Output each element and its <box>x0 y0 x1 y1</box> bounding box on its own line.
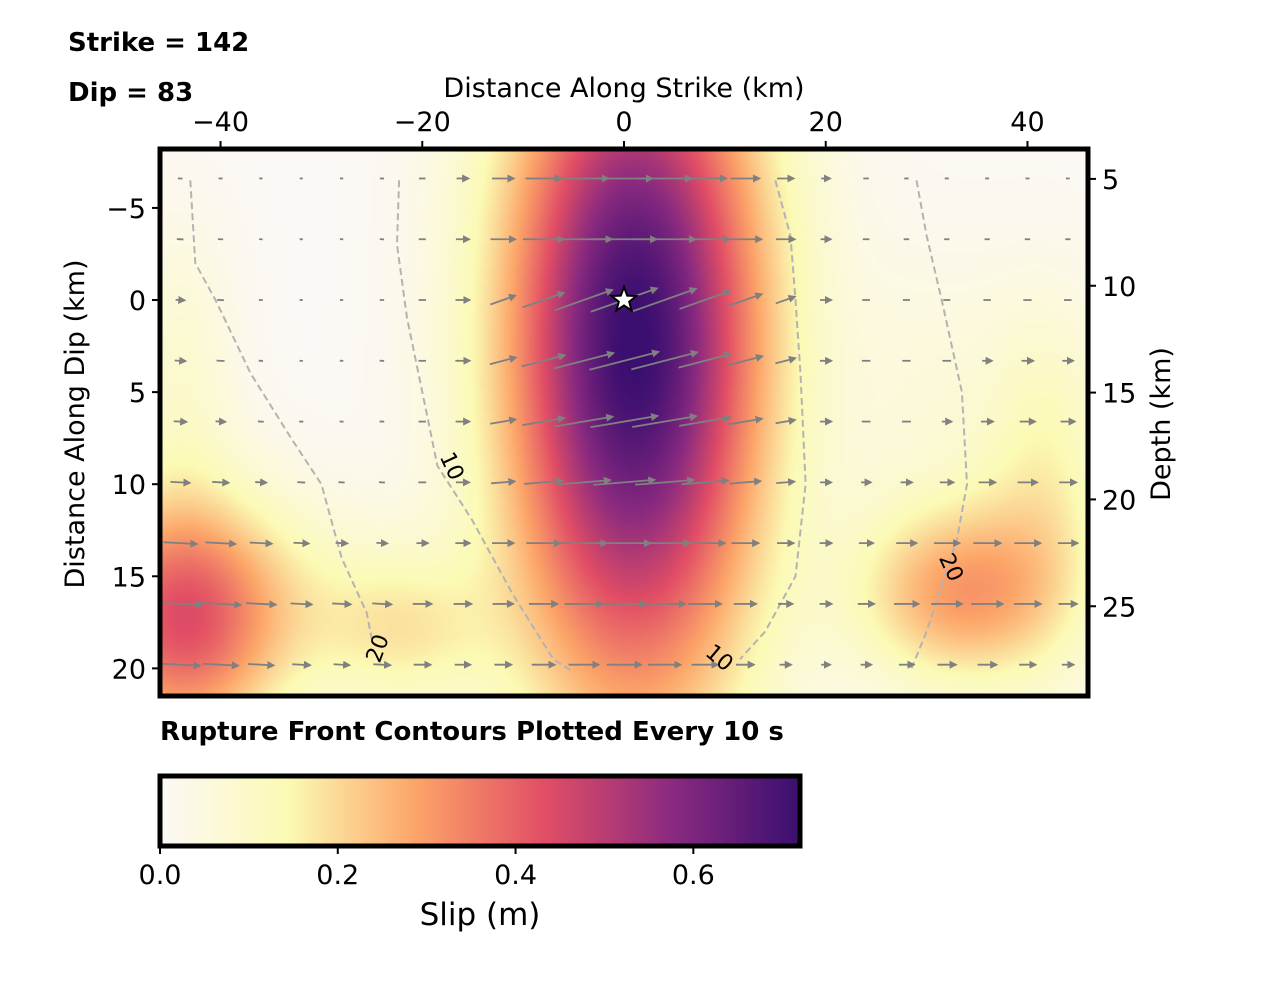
colorbar-tick-label: 0.2 <box>316 860 359 891</box>
rake-arrow <box>336 543 348 544</box>
depth-tick-label: 20 <box>1102 485 1136 516</box>
colorbar: 0.0 0.2 0.4 0.6 Slip (m) <box>139 776 800 933</box>
y-tick-label: 0 <box>129 286 146 317</box>
x-tick-label: 40 <box>1010 107 1044 138</box>
rake-arrow <box>250 543 272 544</box>
rake-arrow <box>175 361 186 362</box>
x-axis-ticks: −40 −20 0 20 40 <box>192 107 1045 149</box>
depth-tick-label: 10 <box>1102 272 1136 303</box>
rake-arrow <box>292 664 310 665</box>
depth-axis-title: Depth (km) <box>1146 347 1177 501</box>
x-tick-label: 0 <box>615 107 632 138</box>
x-tick-label: 20 <box>809 107 843 138</box>
rake-arrow <box>212 482 229 483</box>
rake-arrow <box>294 543 309 544</box>
y-axis-ticks: −5 0 5 10 15 20 <box>106 194 160 685</box>
x-tick-label: −20 <box>394 107 451 138</box>
rake-arrow <box>174 421 187 422</box>
x-tick-label: −40 <box>192 107 249 138</box>
depth-tick-label: 5 <box>1102 165 1119 196</box>
colorbar-ticks: 0.0 0.2 0.4 0.6 <box>139 846 715 891</box>
strike-annotation: Strike = 142 <box>68 28 249 58</box>
rake-arrow <box>334 664 350 665</box>
colorbar-title: Slip (m) <box>420 897 541 933</box>
rake-arrow <box>255 482 266 483</box>
rake-arrow <box>290 603 312 604</box>
y-tick-label: 20 <box>112 654 146 685</box>
rake-arrow <box>372 603 391 604</box>
colorbar-gradient <box>160 776 800 846</box>
depth-tick-label: 15 <box>1102 379 1136 410</box>
colorbar-tick-label: 0.0 <box>139 860 182 891</box>
colorbar-tick-label: 0.6 <box>672 860 715 891</box>
depth-axis-ticks: 5 10 15 20 25 <box>1088 165 1136 623</box>
rake-arrow <box>216 421 226 422</box>
plot-area: 10 10 20 20 −40 −20 0 20 40 −5 0 5 10 15 20 5 10 15 20 2… <box>106 107 1136 696</box>
rake-arrow <box>376 543 387 544</box>
y-tick-label: −5 <box>106 194 146 225</box>
colorbar-tick-label: 0.4 <box>494 860 537 891</box>
slip-heatmap <box>160 149 1088 696</box>
y-tick-label: 5 <box>129 378 146 409</box>
y-tick-label: 15 <box>112 562 146 593</box>
y-axis-title: Distance Along Dip (km) <box>60 260 91 589</box>
x-axis-title: Distance Along Strike (km) <box>443 73 804 104</box>
contour-note: Rupture Front Contours Plotted Every 10 … <box>160 717 784 747</box>
rake-arrow <box>170 482 189 483</box>
y-tick-label: 10 <box>112 470 146 501</box>
rake-arrow <box>332 603 351 604</box>
dip-annotation: Dip = 83 <box>68 78 193 108</box>
depth-tick-label: 25 <box>1102 592 1136 623</box>
